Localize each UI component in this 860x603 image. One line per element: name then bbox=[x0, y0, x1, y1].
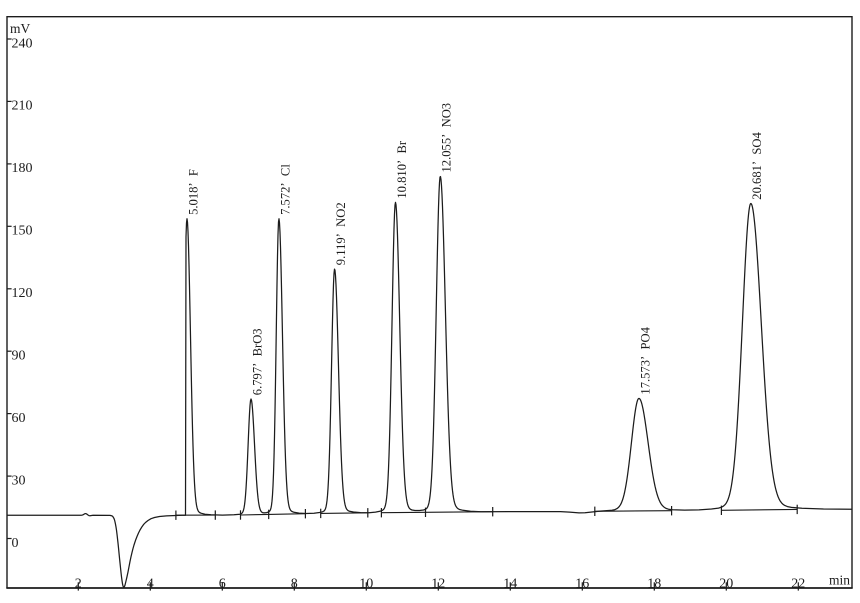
svg-text:60: 60 bbox=[12, 411, 26, 426]
svg-text:90: 90 bbox=[12, 349, 26, 364]
svg-text:6.797’ BrO3: 6.797’ BrO3 bbox=[250, 328, 264, 395]
svg-text:20.681’ SO4: 20.681’ SO4 bbox=[750, 131, 764, 199]
svg-text:9.119’ NO2: 9.119’ NO2 bbox=[334, 202, 348, 265]
svg-text:10: 10 bbox=[359, 576, 373, 591]
svg-text:180: 180 bbox=[12, 161, 33, 176]
svg-text:210: 210 bbox=[12, 99, 33, 114]
svg-text:mV: mV bbox=[10, 21, 31, 36]
svg-text:22: 22 bbox=[791, 576, 805, 591]
svg-text:12: 12 bbox=[431, 576, 445, 591]
svg-text:12.055’ NO3: 12.055’ NO3 bbox=[440, 103, 454, 173]
svg-text:16: 16 bbox=[575, 576, 589, 591]
svg-text:min: min bbox=[829, 573, 850, 588]
svg-text:17.573’ PO4: 17.573’ PO4 bbox=[638, 326, 652, 394]
svg-text:8: 8 bbox=[291, 576, 298, 591]
svg-text:20: 20 bbox=[719, 576, 733, 591]
svg-text:18: 18 bbox=[647, 576, 661, 591]
svg-text:5.018’ F: 5.018’ F bbox=[186, 169, 200, 215]
svg-text:0: 0 bbox=[12, 536, 19, 551]
svg-text:7.572’ Cl: 7.572’ Cl bbox=[278, 164, 292, 215]
svg-text:2: 2 bbox=[75, 576, 82, 591]
svg-text:4: 4 bbox=[147, 576, 154, 591]
svg-text:120: 120 bbox=[12, 286, 33, 301]
svg-text:14: 14 bbox=[503, 576, 517, 591]
svg-text:30: 30 bbox=[12, 473, 26, 488]
svg-text:10.810’ Br: 10.810’ Br bbox=[395, 140, 409, 199]
svg-text:6: 6 bbox=[219, 576, 226, 591]
svg-text:150: 150 bbox=[12, 224, 33, 239]
svg-text:240: 240 bbox=[12, 36, 33, 51]
